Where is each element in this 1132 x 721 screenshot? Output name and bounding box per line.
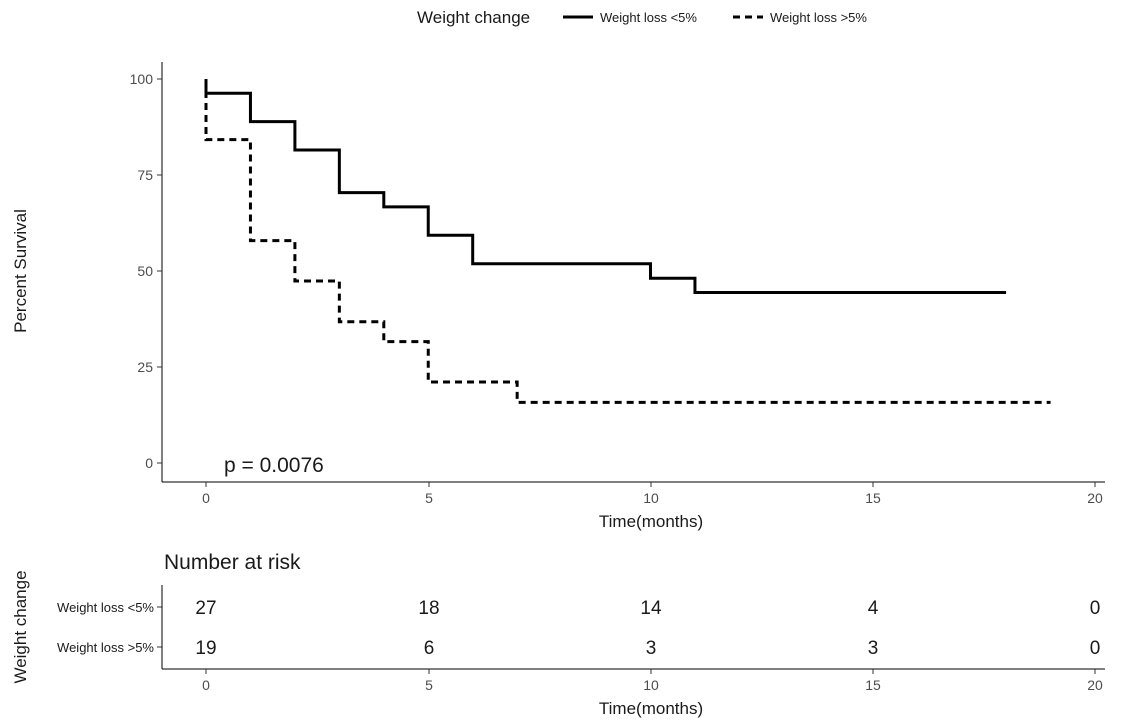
survival-line-gt5	[204, 79, 1051, 404]
x-tick-label: 10	[643, 490, 659, 506]
risk-table-ylabel: Weight change	[11, 570, 30, 683]
risk-cell: 6	[424, 638, 435, 659]
risk-cell: 19	[195, 638, 216, 659]
survival-line-lt5	[204, 79, 1007, 295]
risk-x-tick-label: 5	[425, 677, 433, 693]
y-tick-label: 25	[137, 359, 153, 375]
survival-curves	[204, 79, 1051, 404]
y-tick-label: 50	[137, 263, 153, 279]
risk-x-tick-label: 10	[643, 677, 659, 693]
y-ticks: 100 75 50 25 0	[130, 71, 162, 471]
legend: Weight change Weight loss <5% Weight los…	[417, 8, 867, 27]
y-tick-label: 100	[130, 71, 154, 87]
risk-x-tick-label: 20	[1087, 677, 1103, 693]
x-tick-label: 0	[202, 490, 210, 506]
risk-cell: 27	[195, 598, 216, 619]
legend-label-gt5: Weight loss >5%	[770, 10, 867, 25]
risk-cell: 0	[1090, 638, 1101, 659]
risk-table: Number at risk Weight change Weight loss…	[11, 551, 1105, 718]
risk-table-title: Number at risk	[164, 551, 301, 574]
risk-x-tick-label: 15	[865, 677, 881, 693]
legend-label-lt5: Weight loss <5%	[600, 10, 697, 25]
x-ticks: 0 5 10 15 20	[202, 482, 1103, 506]
risk-x-axis-title: Time(months)	[599, 699, 703, 718]
p-value-annotation: p = 0.0076	[224, 454, 324, 477]
risk-cell: 4	[868, 598, 879, 619]
risk-cell: 3	[646, 638, 657, 659]
risk-row-label-lt5: Weight loss <5%	[57, 600, 154, 615]
x-tick-label: 5	[425, 490, 433, 506]
x-tick-label: 15	[865, 490, 881, 506]
risk-cell: 18	[418, 598, 439, 619]
risk-x-tick-label: 0	[202, 677, 210, 693]
x-axis-title: Time(months)	[599, 512, 703, 531]
y-tick-label: 0	[145, 455, 153, 471]
legend-title: Weight change	[417, 8, 530, 27]
risk-cell: 3	[868, 638, 879, 659]
risk-row-label-gt5: Weight loss >5%	[57, 640, 154, 655]
y-tick-label: 75	[137, 167, 153, 183]
y-axis-title: Percent Survival	[11, 209, 30, 333]
risk-cell: 0	[1090, 598, 1101, 619]
x-tick-label: 20	[1087, 490, 1103, 506]
risk-cell: 14	[640, 598, 662, 619]
